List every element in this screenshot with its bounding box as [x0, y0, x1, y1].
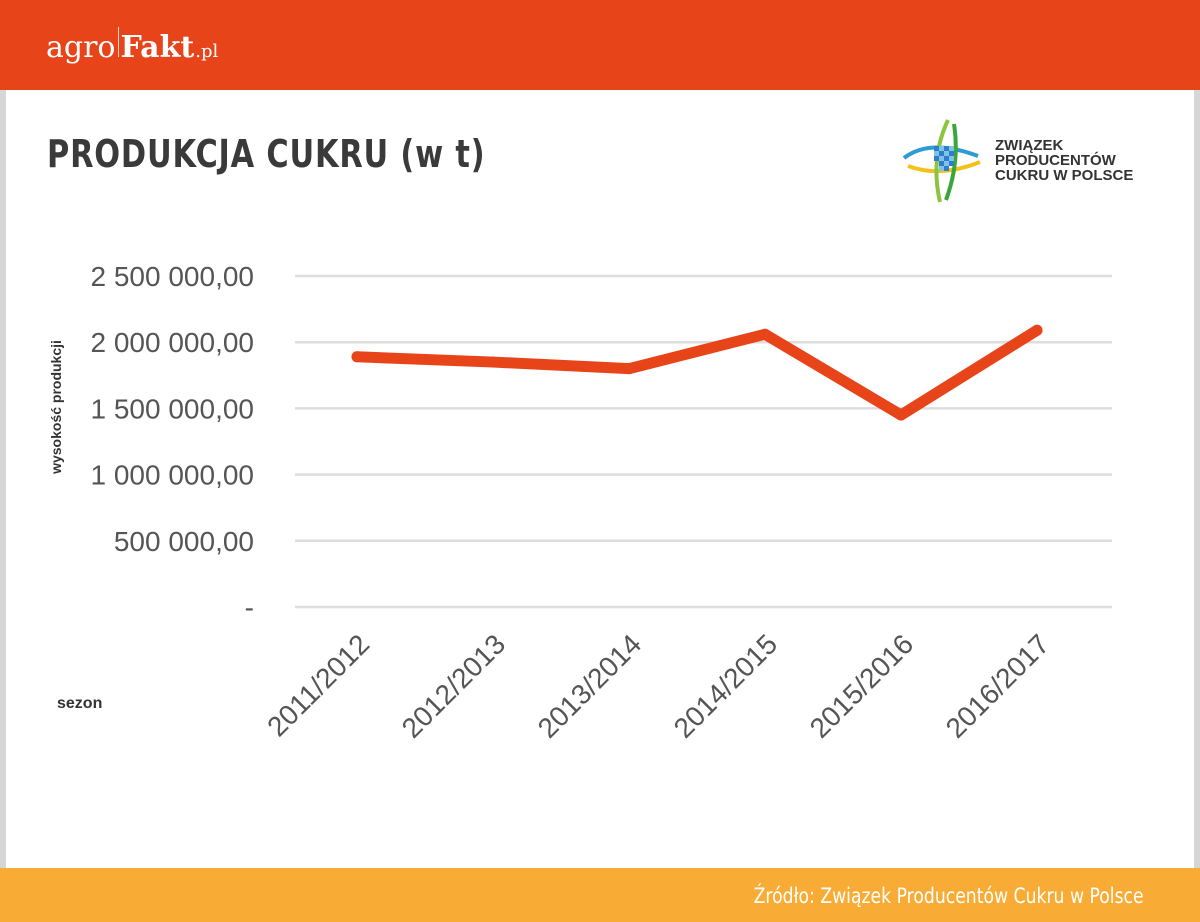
data-point: [487, 356, 499, 368]
chart-series: [351, 324, 1043, 421]
y-tick-label: 1 000 000,00: [91, 460, 255, 491]
x-tick-label: 2014/2015: [668, 628, 784, 744]
line-chart: - 500 000,00 1 000 000,00 1 500 000,00 2 000…: [48, 261, 1112, 744]
y-tick-label: 2 500 000,00: [91, 261, 255, 292]
data-point: [623, 363, 635, 375]
chart-grid: [295, 274, 1112, 609]
y-tick-label: -: [245, 592, 254, 623]
y-tick-labels: - 500 000,00 1 000 000,00 1 500 000,00 2 000…: [91, 261, 255, 623]
x-tick-label: 2012/2013: [396, 628, 512, 744]
y-tick-label: 2 000 000,00: [91, 327, 255, 358]
x-tick-label: 2016/2017: [940, 628, 1056, 744]
sugar-producers-logo-icon: [902, 119, 981, 203]
brand-part-3: .pl: [195, 41, 219, 62]
data-point: [895, 409, 907, 421]
brand-separator: [117, 27, 119, 57]
data-point: [759, 328, 771, 340]
org-name-line-2: PRODUCENTÓW: [995, 152, 1116, 169]
x-tick-labels: 2011/2012 2012/2013 2013/2014 2014/2015 2015…: [261, 628, 1055, 744]
org-name: ZWIĄZEK PRODUCENTÓW CUKRU W POLSCE: [995, 138, 1133, 183]
data-point: [1031, 324, 1043, 336]
x-tick-label: 2015/2016: [804, 628, 920, 744]
org-name-line-1: ZWIĄZEK: [995, 137, 1064, 154]
footer-bar: Źródło: Związek Producentów Cukru w Pols…: [0, 868, 1200, 922]
x-tick-label: 2013/2014: [532, 628, 648, 744]
y-axis-label: wysokość produkcji: [48, 340, 64, 475]
org-name-line-3: CUKRU W POLSCE: [995, 167, 1134, 184]
source-note: Źródło: Związek Producentów Cukru w Pols…: [753, 884, 1144, 908]
series-line: [351, 324, 1043, 421]
brand-part-1: agro: [46, 30, 116, 65]
y-tick-label: 500 000,00: [114, 526, 254, 557]
chart-title: PRODUKCJA CUKRU (w t): [47, 132, 486, 176]
x-tick-label: 2011/2012: [261, 628, 375, 742]
header-bar: agro Fakt .pl: [0, 0, 1200, 90]
org-logo: ZWIĄZEK PRODUCENTÓW CUKRU W POLSCE: [900, 118, 1160, 204]
x-axis-label: sezon: [57, 695, 102, 712]
agrofakt-logo[interactable]: agro Fakt .pl: [46, 27, 218, 67]
y-tick-label: 1 500 000,00: [91, 393, 255, 424]
data-point: [351, 351, 363, 363]
brand-part-2: Fakt: [120, 30, 195, 65]
